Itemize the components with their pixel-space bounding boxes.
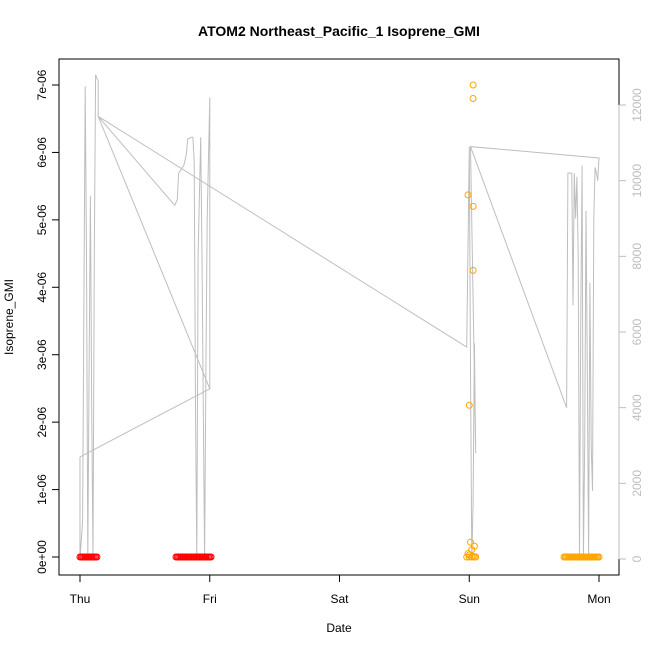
- point-s1-5: [465, 401, 473, 409]
- point-s1-6: [467, 538, 474, 546]
- y-axis-left: 0e+00 1e-06 2e-06 3e-06 4e-06 5e-06 6e-06 7e-06: [35, 69, 60, 574]
- y2-tick-label-0: 0: [630, 555, 644, 562]
- point-s1-2: [464, 191, 472, 199]
- y-tick-label-7: 7e-06: [35, 69, 49, 100]
- y-tick-label-6: 6e-06: [35, 137, 49, 168]
- point-s1-3: [469, 202, 477, 210]
- x-tick-label-mon: Mon: [587, 592, 610, 606]
- point-s1-4: [469, 266, 477, 274]
- x-tick-label-sat: Sat: [330, 592, 349, 606]
- x-axis: Thu Fri Sat Sun Mon: [70, 574, 611, 606]
- x-tick-label-fri: Fri: [203, 592, 217, 606]
- point-s1-15: [463, 553, 471, 561]
- x-axis-label: Date: [326, 621, 352, 635]
- scatter-points: [76, 81, 603, 561]
- point-s1-1: [469, 95, 477, 102]
- point-s1-44: [595, 553, 603, 561]
- point-s0-13: [93, 553, 101, 561]
- y2-tick-label-5: 10000: [630, 164, 644, 198]
- x-tick-label-thu: Thu: [70, 592, 91, 606]
- y-axis-label: Isoprene_GMI: [2, 279, 16, 355]
- x-tick-label-sun: Sun: [459, 592, 480, 606]
- point-s0-41: [207, 553, 215, 561]
- point-s1-0: [469, 81, 477, 89]
- y-tick-label-3: 3e-06: [35, 339, 49, 370]
- grey-line-series: [79, 74, 600, 560]
- y-tick-label-2: 2e-06: [35, 406, 49, 437]
- point-s1-16: [472, 553, 480, 561]
- y-tick-label-5: 5e-06: [35, 204, 49, 235]
- y2-tick-label-1: 2000: [630, 470, 644, 497]
- y2-tick-label-4: 8000: [630, 243, 644, 270]
- y-axis-right: 0 2000 4000 6000 8000 10000 12000: [618, 88, 644, 562]
- y2-tick-label-6: 12000: [630, 88, 644, 122]
- y-tick-label-4: 4e-06: [35, 272, 49, 303]
- right-axis-line-series: [79, 74, 600, 560]
- chart-title: ATOM2 Northeast_Pacific_1 Isoprene_GMI: [198, 23, 480, 39]
- y-tick-label-1: 1e-06: [35, 474, 49, 505]
- y-tick-label-0: 0e+00: [35, 540, 49, 574]
- plot-box: [58, 58, 620, 576]
- y2-tick-label-2: 4000: [630, 394, 644, 421]
- point-s1-12: [468, 553, 476, 561]
- y2-tick-label-3: 6000: [630, 318, 644, 345]
